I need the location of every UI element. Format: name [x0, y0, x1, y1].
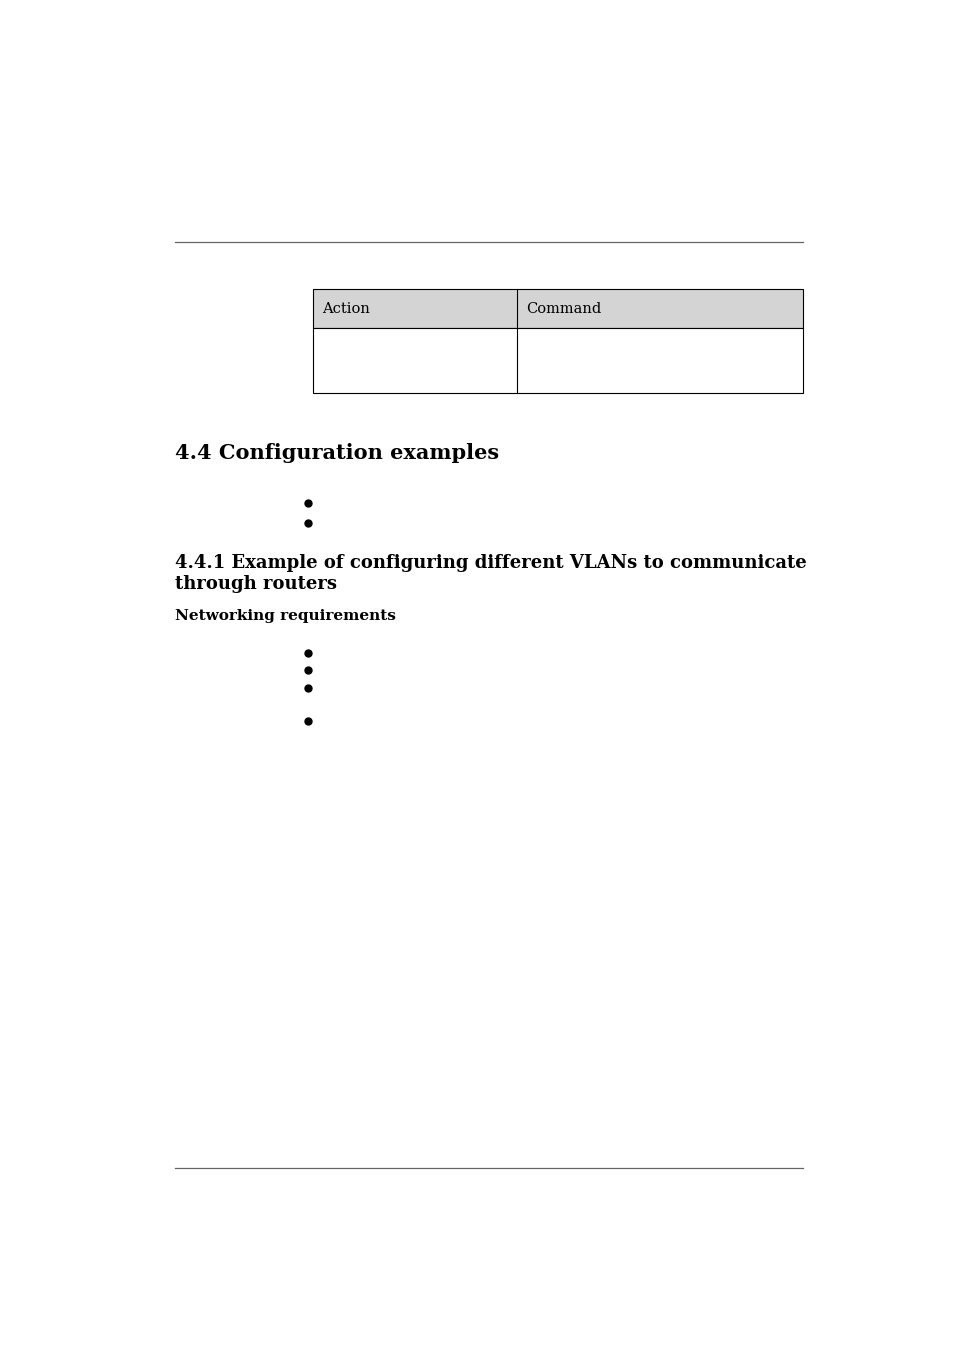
- Text: 4.4 Configuration examples: 4.4 Configuration examples: [174, 443, 498, 463]
- Text: Command: Command: [525, 301, 600, 316]
- Text: through routers: through routers: [174, 575, 336, 593]
- Bar: [313, 328, 802, 393]
- Bar: [313, 289, 802, 328]
- Text: Networking requirements: Networking requirements: [174, 609, 395, 624]
- Text: Action: Action: [321, 301, 370, 316]
- Text: 4.4.1 Example of configuring different VLANs to communicate: 4.4.1 Example of configuring different V…: [174, 555, 805, 572]
